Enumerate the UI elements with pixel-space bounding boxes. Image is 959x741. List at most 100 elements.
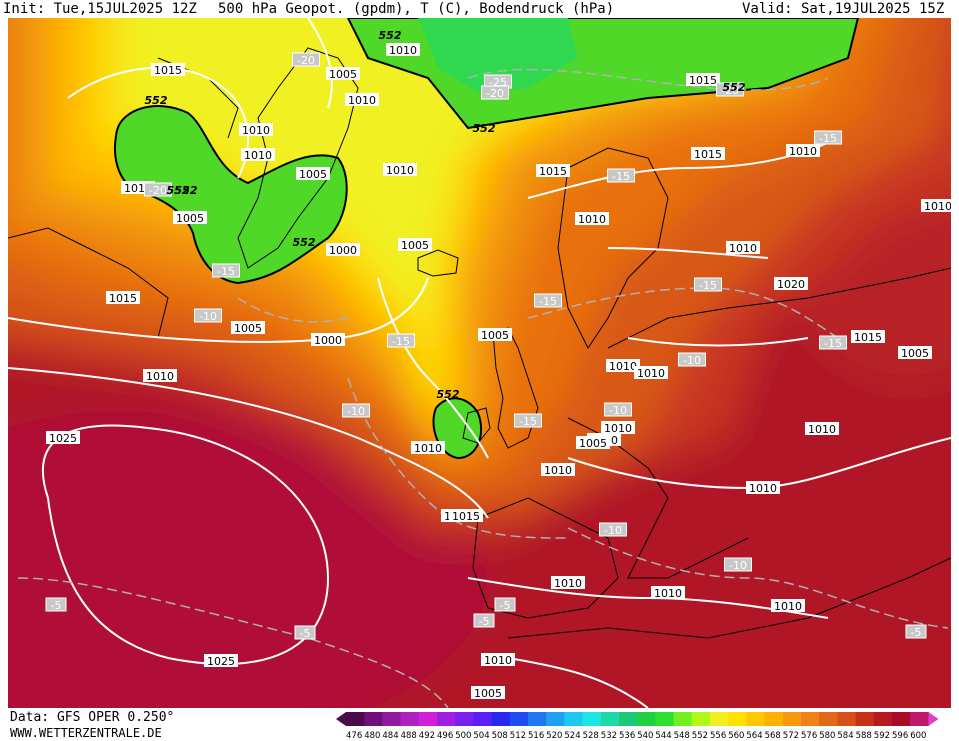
legend-tick-label: 488 [401,731,417,740]
legend-swatch [509,712,529,726]
legend-tick-label: 572 [783,731,799,740]
isobar-label: 1010 [789,145,817,158]
temperature-label: -15 [612,170,630,183]
isobar-label-box [726,241,760,254]
legend-swatch [764,712,784,726]
temperature-label: -15 [519,415,537,428]
temperature-label-box [534,293,562,308]
isobar-label-box [691,147,725,160]
legend-swatch [855,712,875,726]
legend-tick-label: 532 [601,731,617,740]
isobar-label-box [143,369,177,382]
isobar-label-box [151,63,185,76]
legend-tick-label: 596 [892,731,908,740]
isobar-label: 1010 [544,464,572,477]
geopotential-label: 552 [175,184,198,197]
isobar-label: 1010 [554,577,582,590]
footer-bar: Data: GFS OPER 0.250° WWW.WETTERZENTRALE… [0,709,959,741]
isobar-label-box [471,686,505,699]
isobar-label: 1010 [749,482,777,495]
legend-swatch [473,712,492,726]
isobar-label: 1010 [386,164,414,177]
isobar-label: 1010 [146,370,174,383]
geopotential-label: 552 [723,81,746,94]
legend-swatch [600,712,620,726]
isobar-label-box [851,330,885,343]
legend-tick-label: 556 [710,731,726,740]
temperature-label-box [678,352,706,367]
legend-swatch [782,712,802,726]
legend-tick-label: 564 [746,731,762,740]
legend-swatch [619,712,638,726]
temperature-label-box [292,52,320,67]
legend-swatch [691,712,711,726]
legend-swatch [437,712,456,726]
legend-tick-label: 576 [801,731,817,740]
legend-tick-label: 584 [837,731,853,740]
isobar-label-box [296,167,330,180]
temperature-label-box [514,413,542,428]
isobar-label: 1010 [637,367,665,380]
temperature-label: -20 [149,184,167,197]
isobar-label-box [774,277,808,290]
isobar-label-box [411,441,445,454]
weather-map: 1015101010101005100010101015101010051005… [8,18,951,708]
temperature-label-box [387,333,415,348]
temperature-label: -15 [699,279,717,292]
legend-swatch [673,712,693,726]
legend-swatch [491,712,511,726]
isobar-label: 1000 [329,244,357,257]
temperature-label-box [724,557,752,572]
header-bar: Init: Tue,15JUL2025 12Z 500 hPa Geopot. … [0,0,959,18]
isobar-label-box [921,199,951,212]
isobar-label: 1010 [808,423,836,436]
legend-tick-label: 524 [564,731,580,740]
temperature-label-box [604,402,632,417]
legend-arrow-left [336,712,346,726]
temperature-label: -10 [604,524,622,537]
legend-tick-label: 484 [382,731,398,740]
isobar-label-box [481,653,515,666]
temperature-label-box [481,85,509,100]
temperature-label-box [607,168,635,183]
temperature-label-box [294,625,316,640]
isobar-label-box [241,148,275,161]
temperature-label-box [494,597,516,612]
legend-swatch [819,712,838,726]
temperature-label: -10 [199,310,217,323]
isobar-label: 1010 [609,360,637,373]
isobar-label-box [204,654,238,667]
isobar-label: 1010 [348,94,376,107]
isobar-label-box [231,321,265,334]
legend-swatch [910,712,929,726]
isobar-label: 1000 [314,334,342,347]
temperature-label: -15 [392,335,410,348]
isobar-label: 1015 [689,74,717,87]
legend-swatch [746,712,765,726]
isobar-label-box [634,366,668,379]
isobar-label: 1005 [901,347,929,360]
isobar-label: 1015 [109,292,137,305]
temperature-label-box [212,263,240,278]
isobar-label-box [541,463,575,476]
legend-swatch [837,712,856,726]
legend-tick-label: 504 [473,731,489,740]
legend-tick-label: 540 [637,731,653,740]
isobar-label: 1010 [774,600,802,613]
isobar-label-box [326,243,360,256]
geopotential-label: 552 [473,122,496,135]
temperature-label: -15 [539,295,557,308]
legend-swatch [346,712,365,726]
legend-tick-label: 544 [655,731,671,740]
isobar-label: 1010 [414,442,442,455]
legend-swatch [455,712,474,726]
temperature-label: -10 [609,404,627,417]
isobar-label: 1005 [329,68,357,81]
isobar-label-box [551,576,585,589]
isobar-label: 1015 [694,148,722,161]
isobar-label: 1015 [154,64,182,77]
legend-swatch [582,712,602,726]
legend-tick-label: 548 [674,731,690,740]
geopotential-label: 552 [437,388,460,401]
low-552-areas [114,18,860,460]
